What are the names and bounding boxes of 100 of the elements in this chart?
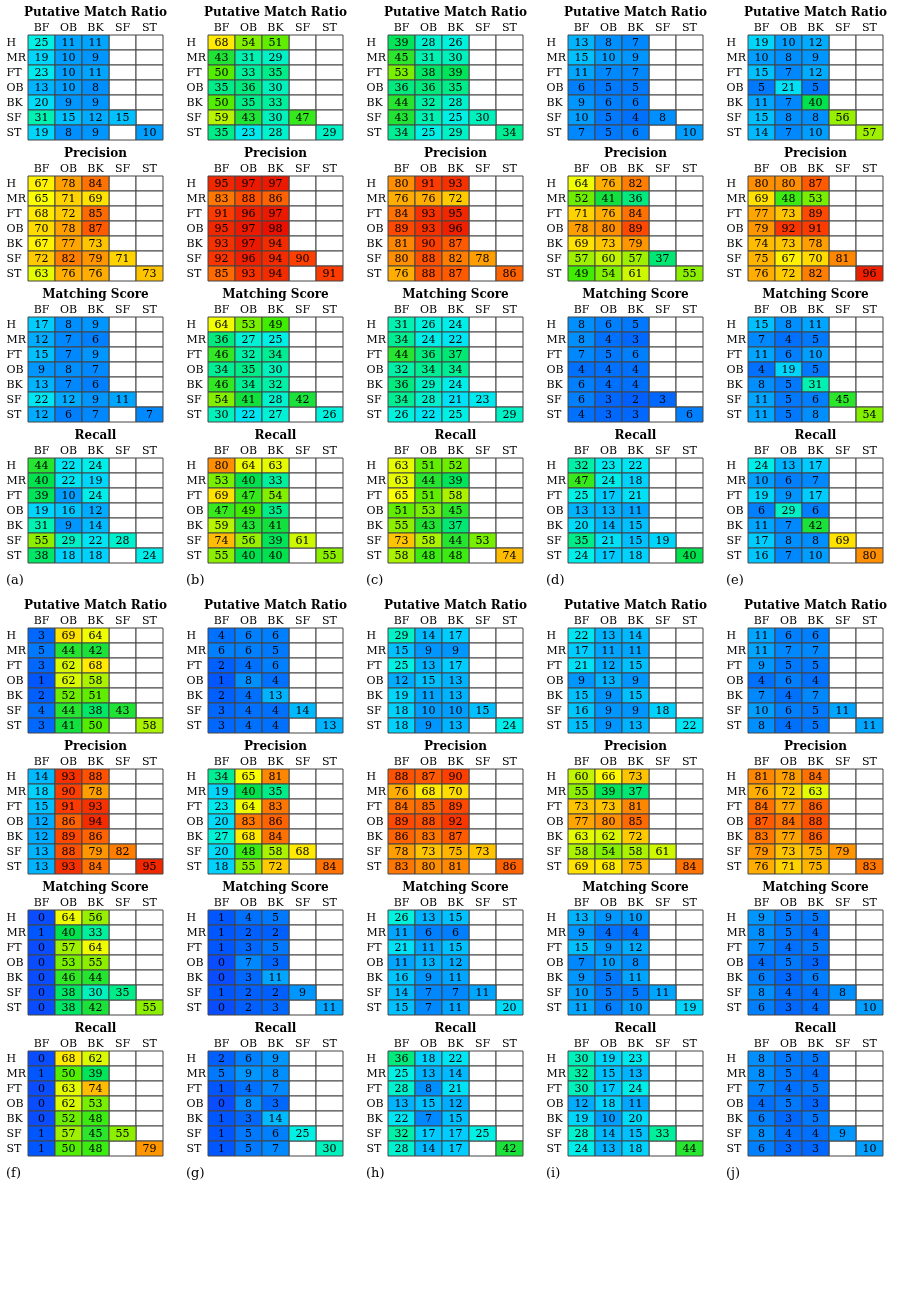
data-label: 3 — [785, 1141, 792, 1155]
text: (h) — [366, 1164, 385, 1180]
data-label: 18 — [88, 548, 103, 562]
data-label: 81 — [835, 251, 850, 265]
x-tick-label: SF — [294, 443, 311, 457]
data-label: 22 — [61, 473, 76, 487]
data-label: 80 — [862, 548, 877, 562]
data-label: 8 — [812, 407, 819, 421]
data-label: 96 — [241, 251, 256, 265]
data-label: 84 — [628, 206, 643, 220]
data-label: 88 — [421, 266, 436, 280]
data-label: 48 — [88, 1111, 103, 1125]
data-label: 81 — [628, 799, 643, 813]
y-tick-label: FT — [186, 65, 203, 79]
data-label: 3 — [272, 955, 279, 969]
data-label: 37 — [628, 784, 643, 798]
y-tick-label: FT — [186, 940, 203, 954]
data-label: 6 — [812, 628, 819, 642]
y-tick-label: ST — [366, 718, 383, 732]
x-tick-label: SF — [834, 1036, 851, 1050]
y-tick-label: MR — [366, 925, 387, 939]
data-label: 22 — [421, 407, 436, 421]
data-label: 45 — [394, 50, 409, 64]
data-label: 3 — [812, 955, 819, 969]
x-tick-label: BK — [627, 302, 645, 316]
y-tick-label: MR — [726, 643, 747, 657]
data-label: 24 — [421, 332, 436, 346]
data-label: 34 — [421, 362, 436, 376]
data-label: 70 — [448, 784, 463, 798]
y-tick-label: OB — [726, 1096, 744, 1110]
data-label: 71 — [574, 206, 589, 220]
data-label: 20 — [502, 1000, 517, 1014]
x-tick-label: OB — [599, 161, 618, 175]
data-label: 10 — [808, 347, 823, 361]
chart-title: Precision — [244, 739, 308, 753]
x-tick-label: OB — [779, 895, 798, 909]
data-label: 43 — [394, 110, 409, 124]
data-label: 62 — [61, 673, 76, 687]
x-tick-label: BK — [807, 1036, 825, 1050]
data-label: 57 — [61, 1126, 76, 1140]
data-label: 18 — [628, 1141, 643, 1155]
data-label: 41 — [601, 191, 616, 205]
data-label: 7 — [245, 955, 252, 969]
data-label: 6 — [605, 95, 612, 109]
data-label: 19 — [34, 50, 49, 64]
data-label: 87 — [754, 814, 769, 828]
data-label: 29 — [781, 503, 796, 517]
data-label: 3 — [245, 970, 252, 984]
data-label: 37 — [655, 251, 670, 265]
y-tick-label: OB — [546, 955, 564, 969]
data-label: 42 — [88, 1000, 103, 1014]
x-tick-label: OB — [599, 20, 618, 34]
data-label: 11 — [61, 35, 76, 49]
data-label: 5 — [632, 80, 639, 94]
y-tick-label: FT — [546, 65, 563, 79]
data-label: 4 — [245, 1081, 252, 1095]
x-tick-label: BK — [627, 754, 645, 768]
y-tick-label: SF — [366, 110, 383, 124]
chart-title: Recall — [74, 428, 117, 442]
chart-title: Putative Match Ratio — [204, 598, 347, 612]
y-tick-label: OB — [546, 503, 564, 517]
y-tick-label: H — [186, 910, 197, 924]
y-tick-label: FT — [726, 488, 743, 502]
data-label: 37 — [448, 518, 463, 532]
y-tick-label: ST — [6, 1000, 23, 1014]
data-label: 26 — [394, 407, 409, 421]
data-label: 14 — [628, 628, 643, 642]
y-tick-label: SF — [726, 110, 743, 124]
data-label: 71 — [115, 251, 130, 265]
data-label: 76 — [754, 266, 769, 280]
data-label: 19 — [781, 362, 796, 376]
data-label: 4 — [758, 1096, 765, 1110]
y-tick-label: BK — [186, 377, 204, 391]
data-label: 5 — [785, 910, 792, 924]
data-label: 87 — [448, 266, 463, 280]
data-label: 35 — [214, 125, 229, 139]
y-tick-label: BK — [366, 1111, 384, 1125]
data-label: 28 — [448, 95, 463, 109]
data-label: 28 — [421, 392, 436, 406]
data-label: 94 — [268, 266, 283, 280]
data-label: 11 — [394, 925, 409, 939]
y-tick-label: SF — [546, 251, 563, 265]
data-label: 29 — [394, 628, 409, 642]
data-label: 24 — [601, 473, 616, 487]
data-label: 53 — [61, 955, 76, 969]
chart-title: Recall — [434, 1021, 477, 1035]
data-label: 40 — [241, 784, 256, 798]
y-tick-label: ST — [186, 407, 203, 421]
data-label: 93 — [88, 799, 103, 813]
data-label: 7 — [146, 407, 153, 421]
data-label: 5 — [812, 1051, 819, 1065]
x-tick-label: ST — [322, 754, 338, 768]
data-label: 24 — [628, 1081, 643, 1095]
x-tick-label: SF — [474, 754, 491, 768]
data-label: 28 — [268, 125, 283, 139]
data-label: 17 — [448, 658, 463, 672]
y-tick-label: H — [366, 35, 377, 49]
data-label: 63 — [34, 266, 49, 280]
data-label: 5 — [785, 392, 792, 406]
data-label: 14 — [421, 1141, 436, 1155]
